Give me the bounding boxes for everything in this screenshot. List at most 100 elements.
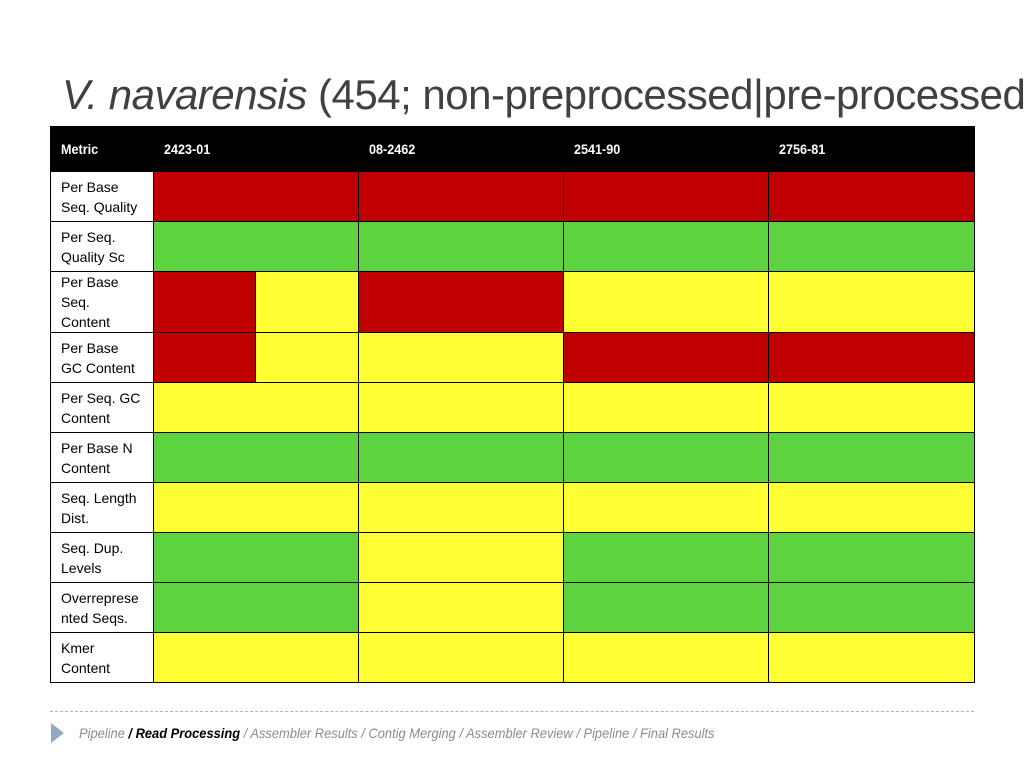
status-cell-red [563,332,770,383]
column-header-sample: 2541-90 [563,126,770,172]
status-cell-red [358,171,565,222]
metric-label-line: Content [61,314,111,330]
metric-label: Per Seq. Quality Sc [50,221,154,272]
metric-label-line: Per Seq. GC [61,389,141,406]
status-cell-yellow [563,482,770,533]
breadcrumb-item[interactable]: Pipeline [583,725,630,741]
metric-label: Overreprese nted Seqs. [50,582,154,633]
breadcrumb-separator: / [357,725,369,741]
metric-label-line: Quality Sc [61,248,125,265]
status-cell-green [768,532,976,583]
status-cell-yellow [563,632,770,683]
breadcrumb-separator: / [572,725,584,741]
breadcrumb-separator: / [455,725,467,741]
status-cell-green [768,221,976,272]
status-cell-green [152,432,360,483]
column-header-sample: 2756-81 [768,126,976,172]
metric-label-line: Per Base [61,339,119,356]
table-row: Per Base Seq. Quality [50,171,976,222]
status-cell-yellow [254,271,360,333]
status-cell-green [563,532,770,583]
metric-label-line: Per Base N [61,439,133,456]
table-row: Seq. Dup. Levels [50,532,976,583]
column-header-sample: 08-2462 [358,126,565,172]
breadcrumb-item[interactable]: Contig Merging [368,725,456,741]
metric-label-line: Per Seq. [61,228,116,245]
status-cell-green [768,582,976,633]
status-cell-yellow [152,482,360,533]
metric-label: Per Base Seq. Content [50,271,154,333]
metric-label-line: Per Base [61,274,119,290]
metric-label-line: Levels [61,559,102,576]
status-cell-yellow [358,632,565,683]
table-row: Overreprese nted Seqs. [50,582,976,633]
status-cell-red [563,171,770,222]
metric-label-line: Kmer [61,639,95,656]
metric-label-line: Dist. [61,509,89,526]
table-row: Kmer Content [50,632,976,683]
column-header-metric: Metric [50,126,154,172]
status-cell-green [563,221,770,272]
breadcrumb-item[interactable]: Final Results [640,725,715,741]
status-cell-yellow [358,532,565,583]
table-body: Per Base Seq. Quality Per Seq. Quality Sc Pe… [50,171,976,683]
table-header-row: Metric 2423-01 08-2462 2541-90 2756-81 [50,126,976,172]
status-cell-yellow [358,332,565,383]
breadcrumb: Pipeline / Read Processing / Assembler R… [79,725,715,741]
breadcrumb-item[interactable]: Assembler Review [466,725,573,741]
table-row: Per Base N Content [50,432,976,483]
status-cell-yellow [358,482,565,533]
metric-label-line: Seq. Dup. [61,539,124,556]
metric-label: Per Base N Content [50,432,154,483]
status-cell-yellow [563,382,770,433]
metric-label-line: Per Base [61,178,119,195]
page-title: V. navarensis (454; non-preprocessed|pre… [62,74,1024,116]
status-cell-red [358,271,565,333]
metric-label-line: Seq. Length [61,489,137,506]
status-cell-green [152,582,360,633]
metric-label-line: nted Seqs. [61,609,128,626]
status-cell-red [153,271,256,333]
table-row: Per Seq. GC Content [50,382,976,433]
status-cell-red [152,171,360,222]
status-cell-yellow [563,271,770,333]
status-cell-green [152,221,360,272]
metric-label: Seq. Length Dist. [50,482,154,533]
metric-label-line: GC Content [61,359,135,376]
table-row: Per Base GC Content [50,332,976,383]
status-cell-yellow [358,382,565,433]
status-cell-green [358,221,565,272]
table-row: Per Seq. Quality Sc [50,221,976,272]
qc-status-table: Metric 2423-01 08-2462 2541-90 2756-81 P… [50,126,976,683]
status-cell-red [153,332,256,383]
metric-label: Per Base GC Content [50,332,154,383]
metric-label-line: Seq. [61,294,90,310]
breadcrumb-separator: / [240,725,251,741]
metric-label: Per Base Seq. Quality [50,171,154,222]
metric-label-line: Seq. Quality [61,198,138,215]
status-cell-red [768,332,976,383]
status-cell-green [563,582,770,633]
metric-label-line: Content [61,459,111,476]
status-cell-green [768,432,976,483]
status-cell-yellow [358,582,565,633]
status-cell-yellow [768,271,976,333]
breadcrumb-item[interactable]: Pipeline [79,725,125,741]
breadcrumb-item[interactable]: Assembler Results [250,725,358,741]
status-cell-yellow [768,482,976,533]
breadcrumb-item[interactable]: Read Processing [135,725,241,741]
status-cell-yellow [768,382,976,433]
metric-label-line: Content [61,409,111,426]
footer-divider [50,711,974,712]
metric-label: Seq. Dup. Levels [50,532,154,583]
status-cell-yellow [768,632,976,683]
metric-label-line: Content [61,659,111,676]
metric-label-line: Overreprese [61,589,139,606]
triangle-arrow-icon [51,723,64,743]
column-header-sample: 2423-01 [152,126,360,172]
title-subtitle: (454; non-preprocessed|pre-processed) [306,71,1024,118]
status-cell-yellow [254,332,360,383]
species-name: V. navarensis [62,71,307,118]
table-row: Seq. Length Dist. [50,482,976,533]
status-cell-yellow [152,632,360,683]
